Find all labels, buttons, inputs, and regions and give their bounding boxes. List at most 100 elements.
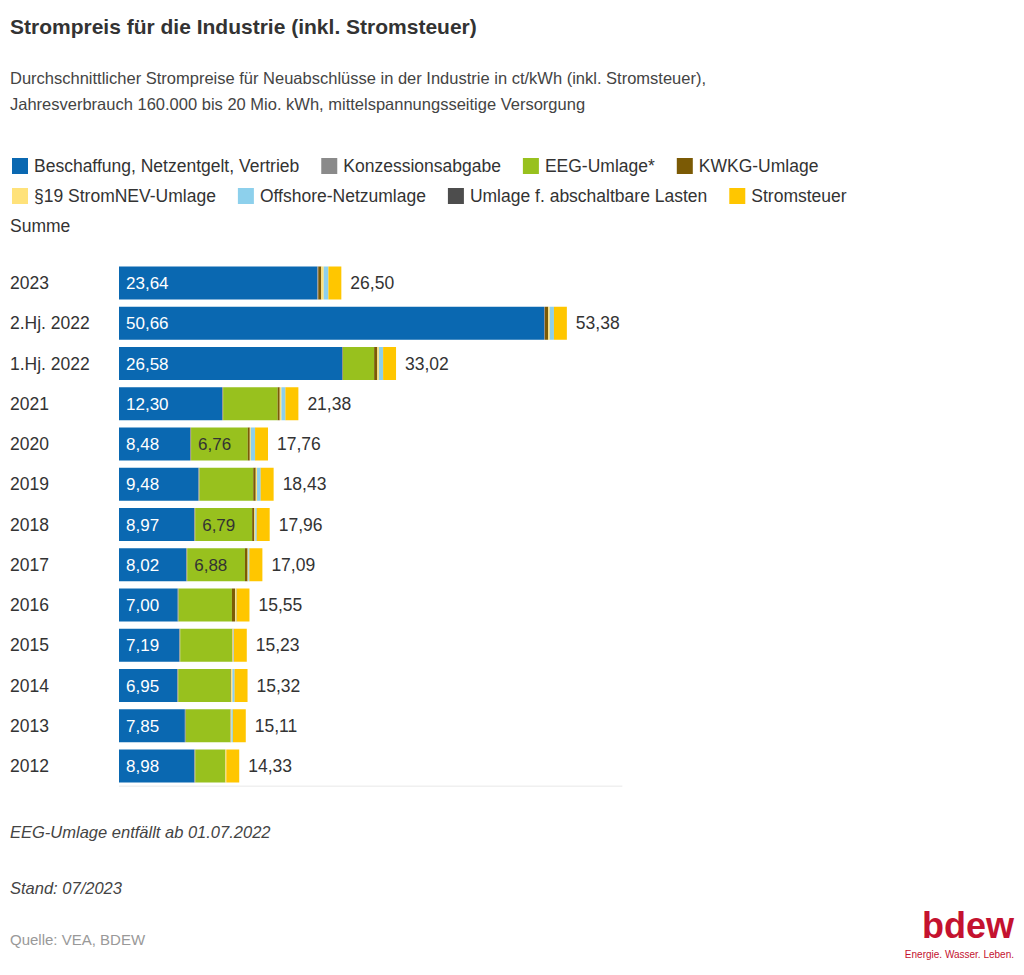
data-label: 7,19 [126,636,159,655]
bar-segment [383,347,396,380]
bar-segment [374,347,377,380]
chart: Strompreis für die Industrie (inkl. Stro… [0,0,1024,975]
bar-segment [231,669,232,702]
data-label: 7,85 [126,717,159,736]
data-label: 7,00 [126,596,159,615]
bar-segment [253,468,256,501]
bar-segment [230,709,232,742]
legend-item: Beschaffung, Netzentgelt, Vertrieb [12,156,299,176]
bar-segment [250,428,251,461]
bar-segment [235,589,237,622]
bar-segment [257,468,261,501]
legend-swatch [677,158,693,174]
legend-swatch [523,158,539,174]
bar-segment [255,428,268,461]
legend: Beschaffung, Netzentgelt, Vertrieb Konzes… [10,156,847,236]
category-label: 2020 [10,434,49,454]
total-label: 15,11 [255,716,297,736]
bar-segment [231,709,232,742]
bar-segment [285,387,298,420]
bar-segment [191,428,248,461]
legend-swatch [448,188,464,204]
bar-segment [252,508,254,541]
data-label: 26,58 [126,355,169,374]
bar-segment [119,629,179,662]
stand: Stand: 07/2023 [10,879,123,897]
legend-label: Beschaffung, Netzentgelt, Vertrieb [34,156,299,176]
category-label: 2014 [10,676,49,696]
total-label: 17,96 [279,515,323,535]
bar-segment [187,548,245,581]
category-label: 2017 [10,555,49,575]
total-label: 26,50 [350,273,394,293]
footnote: EEG-Umlage entfällt ab 01.07.2022 [10,823,271,841]
total-label: 33,02 [405,354,449,374]
legend-item: §19 StromNEV-Umlage [12,186,216,206]
total-label: 53,38 [576,313,620,333]
legend-label: Summe [10,216,70,236]
data-label: 6,88 [194,556,227,575]
data-label: 23,64 [126,274,169,293]
category-label: 2015 [10,635,49,655]
legend-item: KWKG-Umlage [677,156,819,176]
bar-segment [554,307,567,340]
bar-segment [550,307,554,340]
bar-segment [328,267,341,300]
category-label: 2.Hj. 2022 [10,313,90,333]
category-label: 2012 [10,756,49,776]
total-label: 15,32 [257,676,301,696]
bar-segment [226,750,239,783]
data-label: 50,66 [126,314,169,333]
bar-segment [234,629,247,662]
bar-segment [178,669,230,702]
category-label: 2016 [10,595,49,615]
subtitle: Jahresverbrauch 160.000 bis 20 Mio. kWh,… [10,95,585,113]
data-label: 6,95 [126,677,159,696]
legend-label: §19 StromNEV-Umlage [34,186,216,206]
bar-segment [119,709,185,742]
bars [119,267,567,783]
source: Quelle: VEA, BDEW [10,931,146,948]
total-label: 17,76 [277,434,321,454]
logo: bdew [922,905,1015,946]
bar-segment [318,267,321,300]
legend-item: Stromsteuer [729,186,846,206]
legend-label: EEG-Umlage* [545,156,655,176]
bar-segment [119,508,194,541]
bar-segment [119,267,317,300]
data-label: 8,48 [126,435,159,454]
bar-segment [245,548,248,581]
legend-item: Umlage f. abschaltbare Lasten [448,186,707,206]
legend-label: Stromsteuer [751,186,846,206]
labels: 202323,6426,502.Hj. 202250,6653,381.Hj. … [10,273,620,776]
total-label: 14,33 [248,756,292,776]
data-label: 8,02 [126,556,159,575]
bar-segment [119,468,199,501]
bar-segment [545,307,548,340]
total-label: 15,23 [256,635,300,655]
bar-segment [119,548,186,581]
legend-label: Konzessionsabgabe [343,156,501,176]
total-label: 18,43 [283,474,327,494]
bar-segment [199,468,253,501]
bar-segment [119,589,178,622]
data-label: 12,30 [126,395,169,414]
bar-segment [321,267,323,300]
legend-label: Offshore-Netzumlage [260,186,426,206]
bar-segment [119,387,222,420]
bar-segment [235,669,248,702]
bar-segment [232,669,234,702]
category-label: 2023 [10,273,49,293]
bar-segment [233,709,246,742]
legend-swatch [238,188,254,204]
data-label: 6,76 [198,435,231,454]
bar-segment [548,307,550,340]
bar-segment [261,468,274,501]
data-label: 8,98 [126,757,159,776]
data-label: 8,97 [126,516,159,535]
bar-segment [232,629,234,662]
bar-segment [119,307,544,340]
bar-segment [249,548,262,581]
bar-segment [195,508,252,541]
bar-segment [377,347,379,380]
